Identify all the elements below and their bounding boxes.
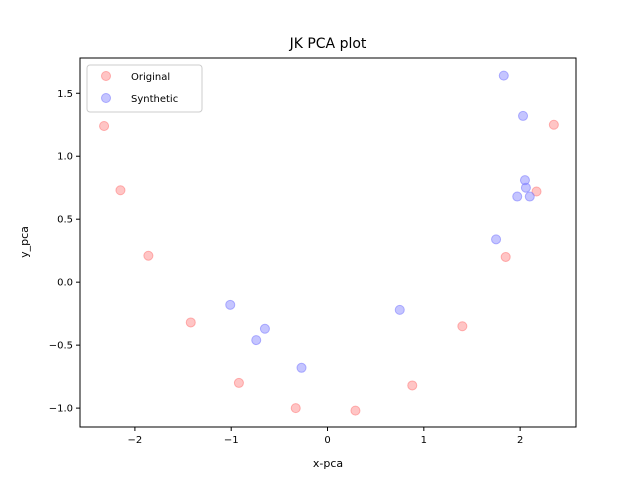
x-tick-label: 2 xyxy=(517,435,523,446)
legend-marker-synthetic xyxy=(102,94,111,103)
legend-label-synthetic: Synthetic xyxy=(131,94,178,105)
x-tick-label: 1 xyxy=(421,435,427,446)
point-synthetic-1 xyxy=(519,111,528,120)
point-original-1 xyxy=(116,186,125,195)
y-tick-label: −1.0 xyxy=(49,404,73,415)
chart-title: JK PCA plot xyxy=(289,36,367,52)
legend: Original Synthetic xyxy=(87,65,202,112)
point-original-4 xyxy=(234,378,243,387)
point-synthetic-11 xyxy=(297,363,306,372)
point-original-9 xyxy=(501,252,510,261)
point-original-6 xyxy=(351,406,360,415)
y-tick-label: 1.0 xyxy=(57,152,73,163)
y-tick-label: 0.0 xyxy=(57,278,73,289)
point-original-11 xyxy=(549,120,558,129)
point-synthetic-4 xyxy=(513,192,522,201)
y-tick-label: 0.5 xyxy=(57,215,73,226)
point-original-0 xyxy=(100,122,109,131)
point-original-3 xyxy=(186,318,195,327)
point-synthetic-0 xyxy=(499,71,508,80)
y-axis-label: y_pca xyxy=(18,226,31,258)
point-synthetic-5 xyxy=(525,192,534,201)
point-synthetic-7 xyxy=(395,305,404,314)
point-synthetic-3 xyxy=(521,183,530,192)
point-synthetic-9 xyxy=(260,324,269,333)
legend-label-original: Original xyxy=(131,72,170,83)
point-original-7 xyxy=(408,381,417,390)
point-synthetic-8 xyxy=(226,300,235,309)
point-original-8 xyxy=(458,322,467,331)
point-original-5 xyxy=(291,404,300,413)
y-tick-label: −0.5 xyxy=(49,341,73,352)
y-tick-label: 1.5 xyxy=(57,89,73,100)
point-synthetic-10 xyxy=(252,336,261,345)
x-axis-label: x-pca xyxy=(313,457,343,470)
point-original-2 xyxy=(144,251,153,260)
point-synthetic-6 xyxy=(492,235,501,244)
x-tick-label: −1 xyxy=(224,435,239,446)
legend-marker-original xyxy=(102,72,111,81)
x-tick-label: 0 xyxy=(324,435,330,446)
x-tick-label: −2 xyxy=(128,435,143,446)
